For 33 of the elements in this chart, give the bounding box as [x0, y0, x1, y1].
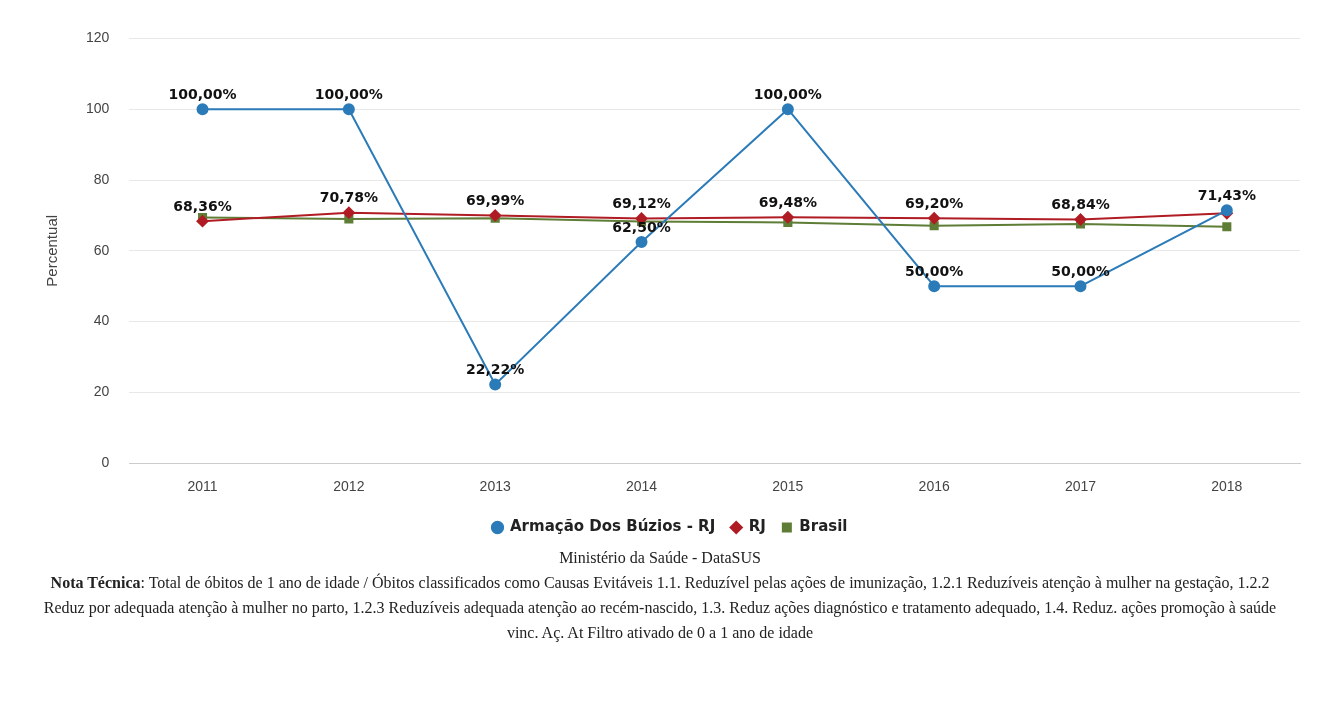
- data-label: 69,99%: [466, 192, 525, 209]
- y-tick-label: 40: [93, 312, 110, 329]
- x-tick-label: 2017: [1064, 478, 1097, 495]
- data-label: 69,48%: [758, 193, 817, 210]
- data-label: 100,00%: [168, 85, 237, 102]
- legend-label: RJ: [748, 517, 766, 536]
- data-label: 100,00%: [753, 85, 822, 102]
- x-tick-label: 2018: [1211, 478, 1243, 495]
- x-tick-label: 2013: [479, 478, 511, 495]
- text: Ministério da Saúde - DataSUS: [558, 548, 762, 568]
- data-label: 69,12%: [612, 195, 671, 212]
- x-tick-label: 2014: [625, 478, 658, 495]
- data-label: 71,43%: [1197, 186, 1256, 203]
- legend-label: Armação Dos Búzios - RJ: [509, 517, 716, 536]
- data-label: 68,84%: [1051, 196, 1110, 213]
- x-tick-label: 2012: [333, 478, 365, 495]
- data-label: 50,00%: [1051, 262, 1110, 279]
- data-label: 100,00%: [314, 85, 383, 102]
- y-tick-label: 20: [93, 383, 110, 400]
- legend-label: Brasil: [799, 517, 848, 536]
- data-label: 70,78%: [319, 189, 379, 206]
- data-label: 68,36%: [173, 197, 232, 214]
- text: Nota Técnica: Total de óbitos de 1 ano de idade / Óbitos classificados como Causas Evitáveis 1.1. Reduzível pelas ações de imunização, 1.2.1 Reduzíveis atenção à mulher na gestação, 1.2.2 Reduz por adequada atenção à mulher no parto, 1.2.3 Reduzíveis adequada atenção ao recém-nascido, 1.3. Reduz ações diagnóstico e tratamento adequado, 1.4. Reduz. ações promoção à saúde vinc. Aç. At Filtro ativado de 0 a 1 ano de idade: [42, 572, 1278, 644]
- x-tick-label: 2015: [772, 478, 804, 495]
- x-tick-label: 2011: [187, 478, 218, 495]
- y-tick-label: 120: [86, 29, 110, 46]
- y-tick-label: 0: [101, 454, 110, 471]
- y-axis-title: Percentual: [43, 214, 61, 287]
- y-tick-label: 80: [93, 170, 110, 187]
- data-label: 69,20%: [905, 194, 964, 211]
- x-tick-label: 2016: [918, 478, 950, 495]
- y-tick-label: 100: [86, 100, 110, 117]
- y-tick-label: 60: [93, 241, 110, 258]
